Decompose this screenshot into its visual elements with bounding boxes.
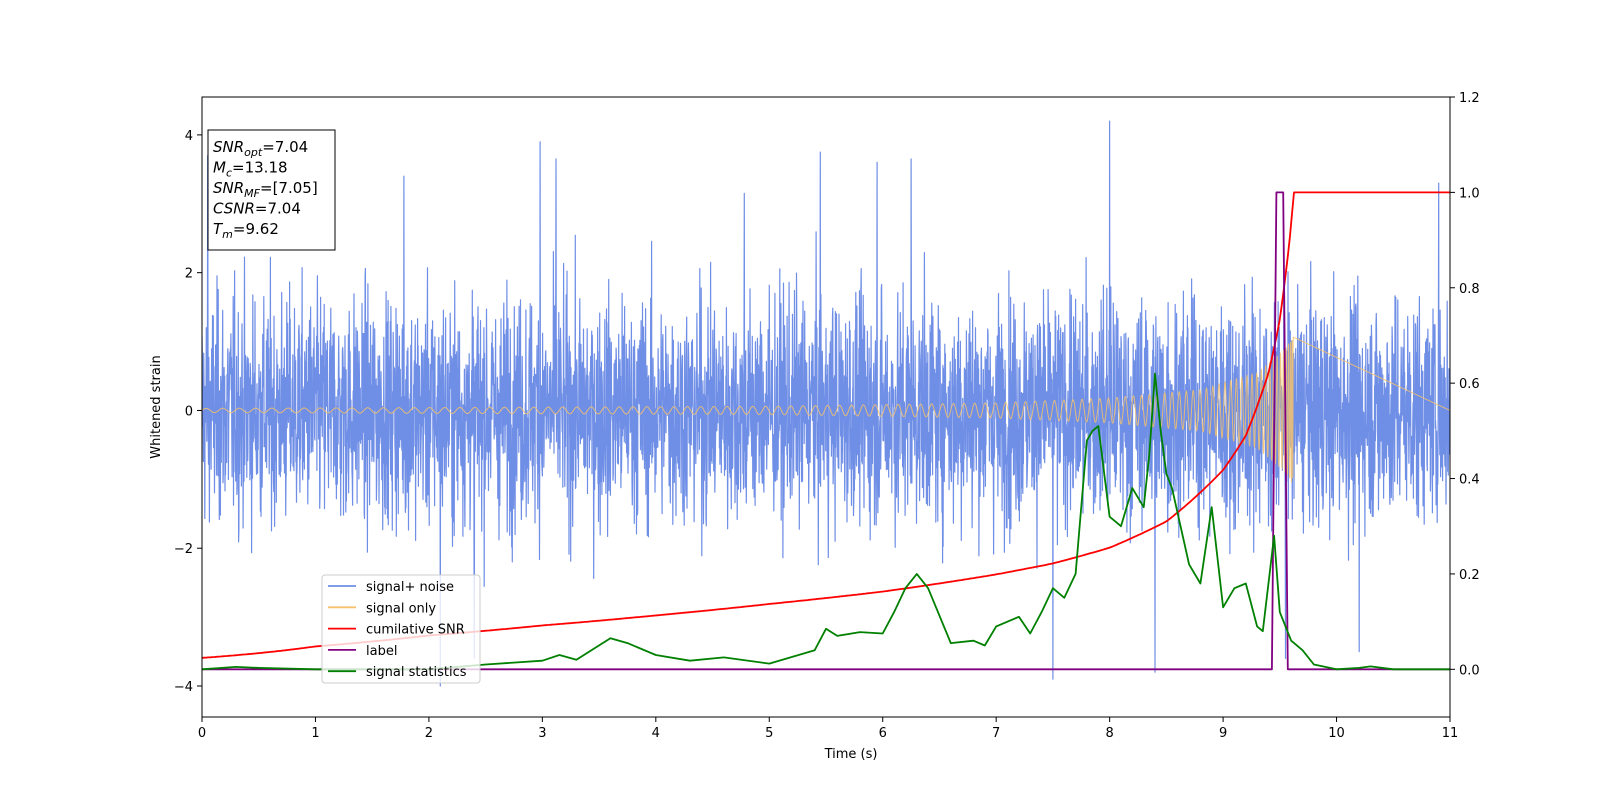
x-tick-label: 8: [1105, 726, 1113, 741]
info-value: =7.04: [255, 200, 301, 218]
legend-label: signal statistics: [366, 665, 467, 680]
legend-label: signal only: [366, 601, 436, 616]
y-tick-label: −2: [174, 542, 193, 557]
info-line: Mc=13.18: [213, 159, 288, 180]
series-line-signal-only: [202, 336, 1450, 483]
x-tick-label: 10: [1328, 726, 1345, 741]
info-symbol: T: [213, 220, 224, 238]
x-tick-label: 4: [652, 726, 660, 741]
x-tick-label: 7: [992, 726, 1000, 741]
plot-frame: [201, 96, 1451, 718]
info-symbol: SNR: [213, 138, 244, 156]
legend-label: signal+ noise: [366, 580, 454, 595]
info-subscript: MF: [244, 187, 260, 200]
info-value: =[7.05]: [260, 179, 318, 197]
x-tick-label: 2: [425, 726, 433, 741]
ticks-layer: 0 1 2 3 4 5 6 7 8 9 10 11 4 2 0 −2 −4 1.2 1.0 0.8 0.6 0.4 0.2 0…: [174, 91, 1480, 741]
info-box: SNRopt=7.04Mc=13.18SNRMF=[7.05]CSNR=7.04…: [207, 129, 336, 251]
legend-frame: [321, 574, 481, 684]
series-line-signal-statistics: [202, 372, 1450, 671]
x-tick-label: 6: [879, 726, 887, 741]
x-axis-label: Time (s): [824, 747, 878, 762]
x-tick-label: 11: [1442, 726, 1459, 741]
y2-tick-label: 0.8: [1459, 282, 1480, 297]
y2-tick-label: 0.6: [1459, 377, 1480, 392]
y-axis-label: Whitened strain: [149, 355, 164, 458]
series-line-signal-noise: [202, 120, 1450, 687]
info-value: =7.04: [262, 138, 308, 156]
y2-tick-label: 1.2: [1459, 91, 1480, 106]
info-value: =9.62: [233, 220, 279, 238]
info-line: Tm=9.62: [213, 220, 279, 241]
legend-label: label: [366, 644, 397, 659]
info-line: CSNR=7.04: [213, 200, 301, 218]
y2-tick-label: 0.0: [1459, 663, 1480, 678]
legend: signal+ noise signal only cumilative SNR la…: [321, 574, 481, 684]
x-tick-label: 0: [198, 726, 206, 741]
x-tick-label: 3: [538, 726, 546, 741]
y2-tick-label: 0.2: [1459, 568, 1480, 583]
x-tick-label: 5: [765, 726, 773, 741]
info-line: SNRopt=7.04: [213, 138, 308, 159]
info-symbol: CSNR: [213, 200, 255, 218]
y2-tick-label: 0.4: [1459, 473, 1480, 488]
y2-tick-label: 1.0: [1459, 186, 1480, 201]
legend-label: cumilative SNR: [366, 623, 465, 638]
x-tick-label: 9: [1219, 726, 1227, 741]
info-subscript: m: [222, 228, 233, 241]
info-subscript: opt: [244, 146, 263, 159]
info-symbol: M: [213, 159, 226, 177]
series-line-label: [202, 191, 1450, 671]
info-line: SNRMF=[7.05]: [213, 179, 318, 200]
info-symbol: SNR: [213, 179, 244, 197]
info-subscript: c: [226, 167, 232, 180]
info-box-frame: [207, 129, 336, 251]
y-tick-label: −4: [174, 680, 193, 695]
x-tick-label: 1: [311, 726, 319, 741]
y-tick-label: 4: [185, 129, 193, 144]
y-tick-label: 0: [185, 404, 193, 419]
y-tick-label: 2: [185, 267, 193, 282]
info-value: =13.18: [232, 159, 288, 177]
